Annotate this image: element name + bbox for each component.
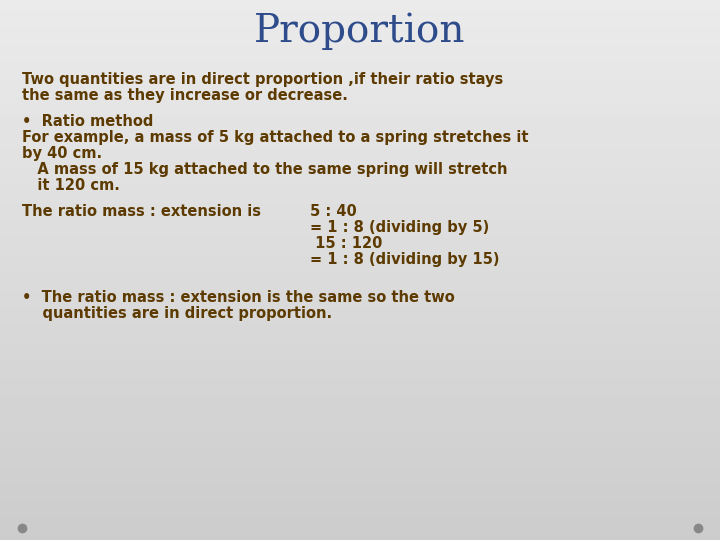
Text: •  The ratio mass : extension is the same so the two: • The ratio mass : extension is the same… xyxy=(22,290,455,305)
Text: = 1 : 8 (dividing by 5): = 1 : 8 (dividing by 5) xyxy=(310,220,490,235)
Text: by 40 cm.: by 40 cm. xyxy=(22,146,102,161)
Text: Two quantities are in direct proportion ,if their ratio stays: Two quantities are in direct proportion … xyxy=(22,72,503,87)
Text: = 1 : 8 (dividing by 15): = 1 : 8 (dividing by 15) xyxy=(310,252,500,267)
Text: For example, a mass of 5 kg attached to a spring stretches it: For example, a mass of 5 kg attached to … xyxy=(22,130,528,145)
Text: quantities are in direct proportion.: quantities are in direct proportion. xyxy=(22,306,332,321)
Text: Proportion: Proportion xyxy=(254,12,466,50)
Text: it 120 cm.: it 120 cm. xyxy=(22,178,120,193)
Text: The ratio mass : extension is: The ratio mass : extension is xyxy=(22,204,261,219)
Text: 5 : 40: 5 : 40 xyxy=(310,204,356,219)
Text: A mass of 15 kg attached to the same spring will stretch: A mass of 15 kg attached to the same spr… xyxy=(22,162,508,177)
Text: 15 : 120: 15 : 120 xyxy=(310,236,382,251)
Text: •  Ratio method: • Ratio method xyxy=(22,114,153,129)
Text: the same as they increase or decrease.: the same as they increase or decrease. xyxy=(22,88,348,103)
